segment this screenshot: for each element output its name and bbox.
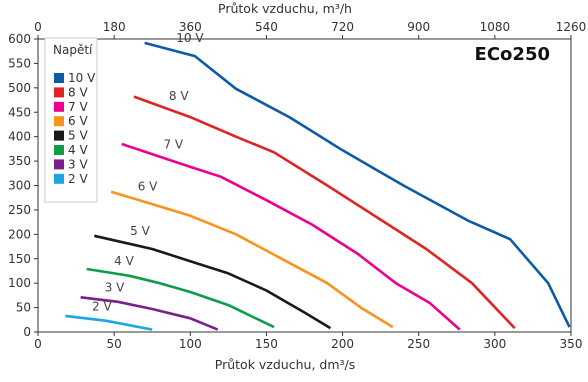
legend-swatch xyxy=(54,87,64,98)
legend-swatch xyxy=(54,73,64,83)
x-bottom-tick-label: 300 xyxy=(483,337,506,351)
x-bottom-tick-label: 200 xyxy=(331,337,354,351)
legend-entry-label: 8 V xyxy=(68,85,88,99)
series-line-6v xyxy=(110,190,394,329)
y-tick-label: 450 xyxy=(8,105,31,119)
series-line-3v xyxy=(80,296,219,331)
series-line-4v xyxy=(86,267,275,329)
y-tick-label: 150 xyxy=(8,252,31,266)
x-bottom-tick-label: 150 xyxy=(255,337,278,351)
legend-entry-label: 7 V xyxy=(68,100,88,114)
series-label: 7 V xyxy=(163,138,183,152)
y-tick-label: 300 xyxy=(8,179,31,193)
series-label: 6 V xyxy=(138,180,158,194)
x-axis-top-title: Průtok vzduchu, m³/h xyxy=(218,1,352,16)
y-tick-label: 0 xyxy=(23,325,31,339)
series-label: 3 V xyxy=(105,281,125,295)
legend-entry-label: 6 V xyxy=(68,114,88,128)
series-layer: 10 V8 V7 V6 V5 V4 V3 V2 V xyxy=(65,31,571,331)
y-tick-label: 350 xyxy=(8,154,31,168)
series-line-7v xyxy=(121,142,461,331)
y-tick-label: 50 xyxy=(16,301,31,315)
y-tick-label: 100 xyxy=(8,276,31,290)
legend: Napětí 10 V8 V7 V6 V5 V4 V3 V2 V xyxy=(44,37,98,203)
legend-items: 10 V8 V7 V6 V5 V4 V3 V2 V xyxy=(54,71,96,186)
x-top-tick-label: 1260 xyxy=(556,20,587,34)
series-line-10v xyxy=(144,41,571,328)
x-bottom-tick-label: 100 xyxy=(179,337,202,351)
legend-entry-label: 2 V xyxy=(68,172,88,186)
x-top-tick-label: 1080 xyxy=(480,20,511,34)
y-tick-label: 550 xyxy=(8,56,31,70)
x-bottom-tick-label: 250 xyxy=(407,337,430,351)
series-label: 2 V xyxy=(92,300,112,314)
legend-entry-label: 4 V xyxy=(68,143,88,157)
x-axis-top-ticks: 0 180 360 540 720 900 1080 1260 xyxy=(34,20,586,39)
series-label: 5 V xyxy=(130,224,150,238)
legend-swatch xyxy=(54,130,64,141)
series-label: 8 V xyxy=(169,89,189,103)
plot-area xyxy=(37,38,572,333)
series-line-5v xyxy=(94,234,332,330)
x-top-tick-label: 720 xyxy=(331,20,354,34)
x-top-tick-label: 540 xyxy=(255,20,278,34)
y-axis-ticks: 0 50 100 150 200 250 300 350 400 450 500 550 600 xyxy=(8,32,38,339)
x-top-tick-label: 900 xyxy=(407,20,430,34)
y-tick-label: 200 xyxy=(8,227,31,241)
x-bottom-tick-label: 50 xyxy=(107,337,122,351)
x-top-tick-label: 180 xyxy=(103,20,126,34)
legend-entry-label: 5 V xyxy=(68,129,88,143)
series-line-2v xyxy=(65,314,153,331)
model-badge: ECo250 xyxy=(475,44,550,65)
legend-swatch xyxy=(54,145,64,155)
series-label: 4 V xyxy=(114,254,134,268)
legend-swatch xyxy=(54,101,64,112)
legend-title: Napětí xyxy=(53,43,93,57)
series-line-8v xyxy=(133,95,516,329)
x-bottom-tick-label: 350 xyxy=(560,337,583,351)
x-bottom-tick-label: 0 xyxy=(34,337,42,351)
legend-swatch xyxy=(54,116,64,127)
legend-box xyxy=(44,37,98,203)
x-axis-bottom-ticks: 0 50 100 150 200 250 300 350 xyxy=(34,332,582,351)
x-top-tick-label: 360 xyxy=(179,20,202,34)
legend-swatch xyxy=(54,173,64,184)
y-tick-label: 600 xyxy=(8,32,31,46)
legend-swatch xyxy=(54,159,64,170)
x-axis-bottom-title: Průtok vzduchu, dm³/s xyxy=(215,357,355,372)
y-tick-label: 250 xyxy=(8,203,31,217)
legend-entry-label: 10 V xyxy=(68,71,96,85)
y-tick-label: 400 xyxy=(8,130,31,144)
y-tick-label: 500 xyxy=(8,81,31,95)
series-label: 10 V xyxy=(176,31,204,45)
x-top-tick-label: 0 xyxy=(34,20,42,34)
legend-entry-label: 3 V xyxy=(68,157,88,171)
